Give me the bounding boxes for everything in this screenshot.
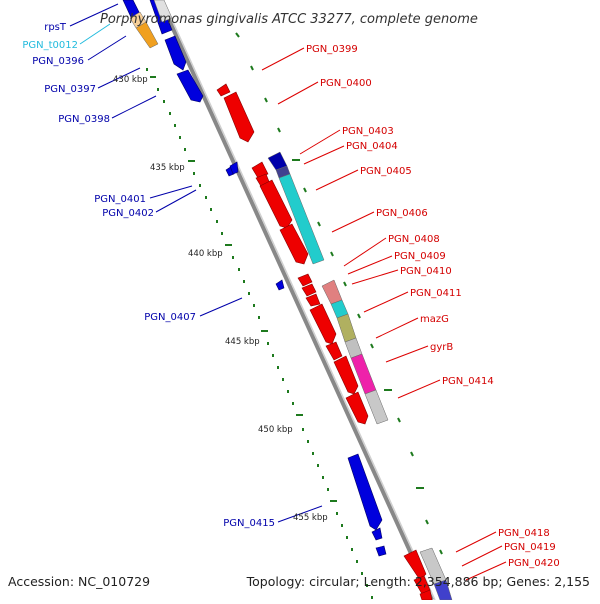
cog-block-olive-1[interactable]	[336, 313, 357, 343]
genome-backbone-highlight	[162, 0, 436, 601]
gene-PGN_0398-shape[interactable]	[176, 69, 204, 103]
cog-block-cyan-1[interactable]	[278, 173, 325, 265]
gene-PGN_0414-shape[interactable]	[345, 391, 369, 425]
reverse-gene-labels: rpsT PGN_t0012 PGN_0396 PGN_0397 PGN_039…	[22, 22, 275, 529]
gene-PGN_0408-shape[interactable]	[297, 273, 313, 287]
gene-label-PGN_0411[interactable]: PGN_0411	[410, 288, 462, 299]
gene-PGN_0397-shape[interactable]	[164, 35, 187, 71]
genome-info-text: Topology: circular; Length: 2,354,886 bp…	[246, 574, 590, 589]
scale-label-455: 455 kbp	[293, 513, 328, 523]
gene-PGN_0405-shape[interactable]	[259, 179, 293, 229]
gene-gyrB-shape[interactable]	[333, 355, 359, 395]
gene-label-gyrB[interactable]: gyrB	[430, 342, 453, 353]
scale-label-445: 445 kbp	[225, 337, 260, 347]
gene-label-PGN_0404[interactable]: PGN_0404	[346, 141, 398, 152]
gene-label-PGN_t0012[interactable]: PGN_t0012	[22, 40, 78, 51]
gene-PGN_0403-shape[interactable]	[251, 161, 269, 179]
genome-backbone	[158, 0, 434, 601]
gene-label-PGN_0399[interactable]: PGN_0399	[306, 44, 358, 55]
scale-label-450: 450 kbp	[258, 425, 293, 435]
gene-label-PGN_0408[interactable]: PGN_0408	[388, 234, 440, 245]
outer-tick-track	[235, 32, 443, 555]
gene-label-PGN_0406[interactable]: PGN_0406	[376, 208, 428, 219]
genome-title: Porphyromonas gingivalis ATCC 33277, com…	[100, 12, 478, 27]
gene-PGN_0418-shape[interactable]	[403, 549, 427, 581]
gene-label-PGN_0415[interactable]: PGN_0415	[223, 518, 275, 529]
gene-label-PGN_0414[interactable]: PGN_0414	[442, 376, 494, 387]
gene-PGN_0409-shape[interactable]	[301, 283, 317, 297]
gene-label-PGN_0400[interactable]: PGN_0400	[320, 78, 372, 89]
gene-label-PGN_0418[interactable]: PGN_0418	[498, 528, 550, 539]
gene-small-reverse-5[interactable]	[375, 545, 387, 557]
gene-PGN_0406-shape[interactable]	[279, 223, 309, 265]
cog-block-pink-1[interactable]	[321, 279, 343, 305]
gene-small-reverse-3[interactable]	[275, 279, 285, 291]
gene-label-rpsT[interactable]: rpsT	[44, 22, 67, 33]
gene-label-PGN_0402[interactable]: PGN_0402	[102, 208, 154, 219]
gene-label-PGN_0401[interactable]: PGN_0401	[94, 194, 146, 205]
rna-features	[129, 11, 159, 49]
cog-feature-blocks	[153, 0, 453, 601]
accession-text: Accession: NC_010729	[8, 574, 150, 589]
gene-PGN_0399-shape[interactable]	[216, 83, 231, 97]
cog-block-grey-2[interactable]	[364, 389, 389, 425]
reverse-genes	[122, 0, 387, 557]
callout-lines	[69, 3, 507, 581]
forward-genes	[216, 83, 433, 601]
gene-PGN_0400-shape[interactable]	[223, 91, 255, 143]
cog-block-grey-4[interactable]	[153, 0, 173, 23]
rna-cap-1[interactable]	[129, 11, 147, 29]
scale-labels: 430 kbp 435 kbp 440 kbp 445 kbp 450 kbp …	[113, 75, 328, 523]
gene-label-PGN_0409[interactable]: PGN_0409	[394, 251, 446, 262]
gene-label-PGN_0420[interactable]: PGN_0420	[508, 558, 560, 569]
gene-PGN_0415-shape[interactable]	[347, 453, 383, 531]
gene-label-PGN_0396[interactable]: PGN_0396	[32, 56, 84, 67]
gene-label-PGN_0405[interactable]: PGN_0405	[360, 166, 412, 177]
inner-tick-track	[146, 68, 373, 599]
forward-gene-labels: PGN_0399 PGN_0400 PGN_0403 PGN_0404 PGN_…	[306, 44, 560, 569]
gene-small-reverse-4[interactable]	[371, 527, 383, 541]
gene-PGN_0410-shape[interactable]	[305, 293, 321, 307]
gene-label-mazG[interactable]: mazG	[420, 314, 449, 325]
scale-label-435: 435 kbp	[150, 163, 185, 173]
gene-small-reverse-2[interactable]	[229, 161, 239, 175]
gene-PGN_0411-shape[interactable]	[309, 303, 337, 345]
gene-label-PGN_0410[interactable]: PGN_0410	[400, 266, 452, 277]
gene-mazG-shape[interactable]	[325, 341, 343, 361]
gene-label-PGN_0407[interactable]: PGN_0407	[144, 312, 196, 323]
gene-label-PGN_0419[interactable]: PGN_0419	[504, 542, 556, 553]
gene-label-PGN_0403[interactable]: PGN_0403	[342, 126, 394, 137]
scale-label-440: 440 kbp	[188, 249, 223, 259]
gene-label-PGN_0398[interactable]: PGN_0398	[58, 114, 110, 125]
scale-label-430: 430 kbp	[113, 75, 148, 85]
gene-label-PGN_0397[interactable]: PGN_0397	[44, 84, 96, 95]
